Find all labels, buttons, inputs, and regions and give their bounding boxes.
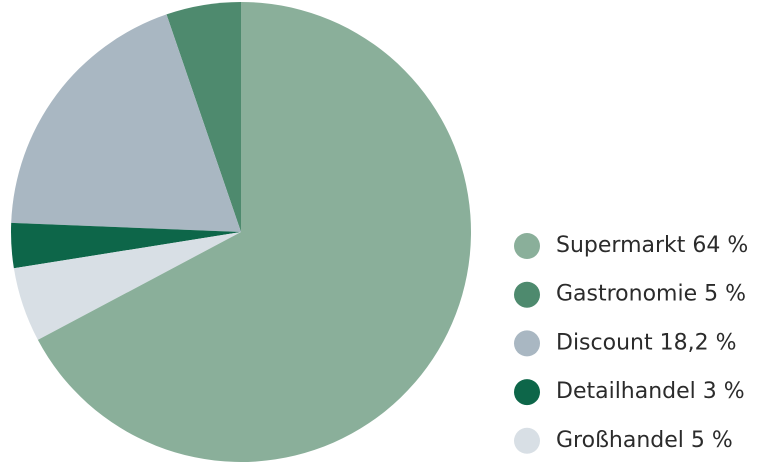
legend-label: Supermarkt 64 % bbox=[556, 233, 748, 258]
legend-category: Detailhandel bbox=[556, 379, 696, 404]
pie-slice bbox=[11, 222, 242, 269]
legend-value: 3 % bbox=[703, 379, 745, 404]
legend-swatch bbox=[514, 427, 540, 454]
pie-slice bbox=[166, 2, 241, 232]
legend-swatch bbox=[514, 233, 540, 259]
legend-value: 5 % bbox=[691, 428, 733, 453]
legend-label: Detailhandel 3 % bbox=[556, 379, 745, 404]
legend-label: Gastronomie 5 % bbox=[556, 282, 746, 307]
pie-slice bbox=[13, 232, 241, 340]
legend-category: Gastronomie bbox=[556, 282, 697, 307]
legend-label: Großhandel 5 % bbox=[556, 428, 733, 453]
legend-label: Discount 18,2 % bbox=[556, 330, 736, 355]
legend-swatch bbox=[514, 281, 540, 308]
legend-category: Großhandel bbox=[556, 428, 684, 453]
legend-value: 18,2 % bbox=[660, 330, 737, 355]
pie-slice bbox=[37, 1, 472, 462]
legend-category: Discount bbox=[556, 330, 653, 355]
legend: Supermarkt 64 % Gastronomie 5 % Discount 18,2… bbox=[514, 233, 748, 454]
legend-value: 64 % bbox=[692, 233, 748, 258]
legend-value: 5 % bbox=[704, 282, 746, 307]
legend-category: Supermarkt bbox=[556, 233, 686, 258]
legend-swatch bbox=[514, 379, 540, 406]
legend-swatch bbox=[514, 330, 540, 357]
pie-slice bbox=[11, 14, 242, 233]
